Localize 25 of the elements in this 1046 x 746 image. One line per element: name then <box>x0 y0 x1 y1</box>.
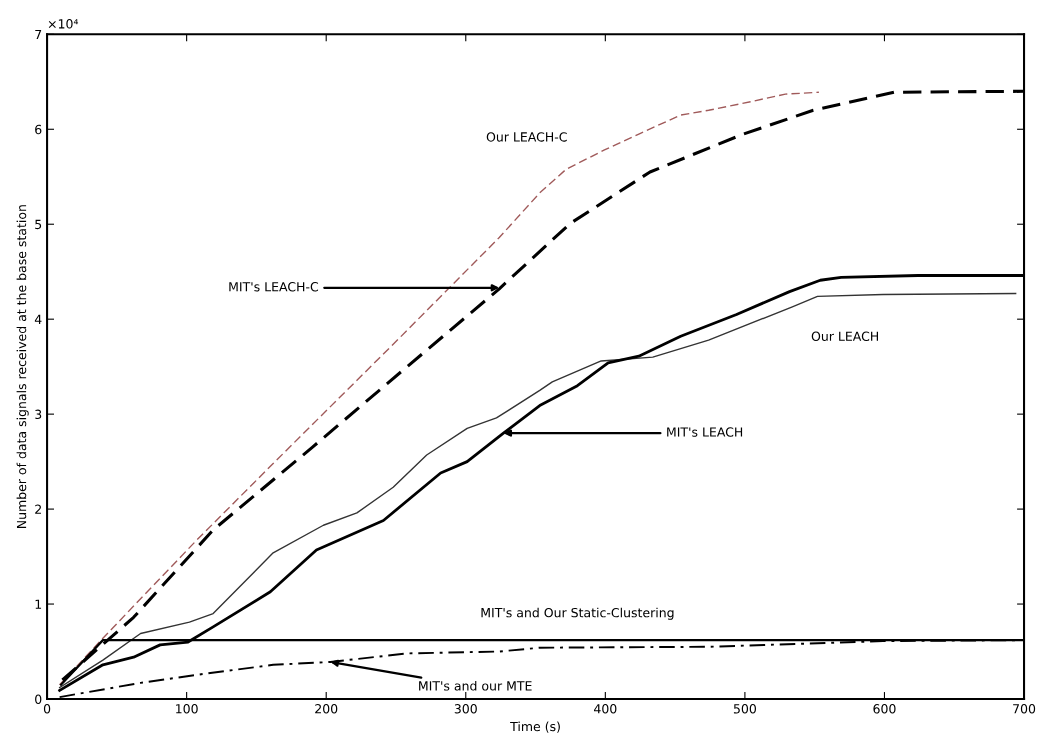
x-tick-label: 100 <box>176 704 198 714</box>
y-tick-label: 3 <box>35 409 42 420</box>
y-tick-label: 2 <box>35 504 41 514</box>
x-tick-label: 400 <box>594 704 617 714</box>
y-tick-label: 1 <box>35 599 42 609</box>
x-tick-label: 700 <box>1013 704 1036 714</box>
x-tick-label: 200 <box>315 704 338 714</box>
x-axis-title: Time (s) <box>510 721 560 733</box>
y-axis-title: Number of data signals received at the base station <box>16 205 29 529</box>
x-tick-label: 0 <box>43 704 51 714</box>
x-tick-label: 300 <box>454 704 477 714</box>
y-tick-label: 0 <box>35 694 42 704</box>
x-tick-label: 500 <box>733 704 756 714</box>
annotation: MIT's LEACH <box>667 427 743 437</box>
y-tick-label: 5 <box>35 219 42 230</box>
x-tick-label: 600 <box>873 704 896 714</box>
annotation: MIT's and Our Static-Clustering <box>481 607 674 620</box>
annotation: Our LEACH-C <box>486 132 567 142</box>
y-tick-label: 4 <box>34 314 42 324</box>
y-tick-label: 6 <box>35 124 42 135</box>
text: ×10⁴ <box>48 19 79 29</box>
annotation: MIT's and our MTE <box>419 680 532 691</box>
annotation: Our LEACH <box>811 331 878 342</box>
y-tick-label: 7 <box>35 29 42 40</box>
annotation: MIT's LEACH-C <box>229 282 319 292</box>
